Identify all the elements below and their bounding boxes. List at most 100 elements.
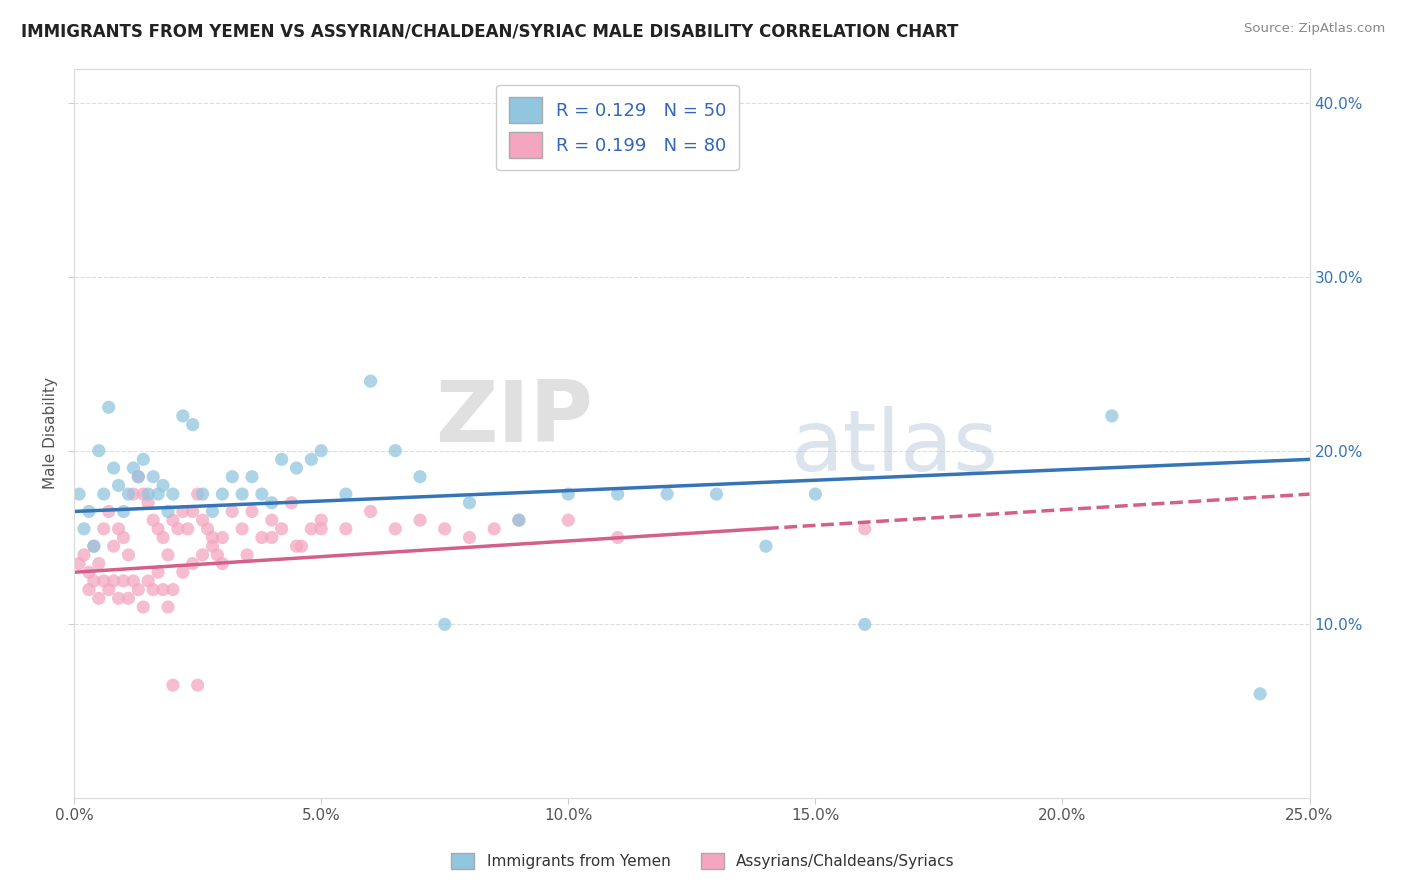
Point [335,487,357,501]
Point [93,522,115,536]
Point [250,531,273,545]
Point [112,574,135,588]
Point [83,539,105,553]
Point [285,539,308,553]
Point [162,513,184,527]
Point [132,452,155,467]
Point [433,522,456,536]
Point [606,487,628,501]
Point [146,522,169,536]
Point [112,504,135,518]
Point [97,582,120,597]
Point [152,478,174,492]
Point [201,504,224,518]
Point [181,557,204,571]
Point [191,487,214,501]
Point [201,539,224,553]
Point [156,548,179,562]
Point [77,582,100,597]
Point [508,513,530,527]
Point [201,531,224,545]
Point [755,539,778,553]
Point [260,496,283,510]
Point [309,522,332,536]
Point [482,522,505,536]
Point [87,557,110,571]
Point [117,487,139,501]
Point [122,487,145,501]
Point [299,522,322,536]
Point [409,469,432,483]
Point [142,513,165,527]
Point [260,513,283,527]
Point [853,617,876,632]
Point [127,469,149,483]
Point [172,409,194,423]
Point [309,513,332,527]
Point [207,548,229,562]
Point [250,487,273,501]
Point [93,574,115,588]
Point [285,461,308,475]
Point [142,469,165,483]
Point [191,548,214,562]
Point [240,469,263,483]
Text: IMMIGRANTS FROM YEMEN VS ASSYRIAN/CHALDEAN/SYRIAC MALE DISABILITY CORRELATION CH: IMMIGRANTS FROM YEMEN VS ASSYRIAN/CHALDE… [21,22,959,40]
Point [73,522,96,536]
Point [290,539,312,553]
Point [97,401,120,415]
Text: atlas: atlas [790,407,998,490]
Point [152,582,174,597]
Point [384,443,406,458]
Legend: R = 0.129   N = 50, R = 0.199   N = 80: R = 0.129 N = 50, R = 0.199 N = 80 [496,85,740,170]
Point [77,566,100,580]
Point [87,443,110,458]
Point [181,504,204,518]
Point [117,548,139,562]
Point [77,504,100,518]
Y-axis label: Male Disability: Male Disability [44,377,58,490]
Point [231,487,253,501]
Point [1249,687,1271,701]
Point [103,539,125,553]
Point [221,504,243,518]
Point [132,599,155,614]
Legend: Immigrants from Yemen, Assyrians/Chaldeans/Syriacs: Immigrants from Yemen, Assyrians/Chaldea… [446,847,960,875]
Point [83,574,105,588]
Point [83,539,105,553]
Point [236,548,259,562]
Point [172,566,194,580]
Point [240,504,263,518]
Point [177,522,200,536]
Point [136,496,159,510]
Point [187,487,209,501]
Point [152,531,174,545]
Point [853,522,876,536]
Point [655,487,678,501]
Point [146,487,169,501]
Point [360,504,382,518]
Point [162,678,184,692]
Point [93,487,115,501]
Point [309,443,332,458]
Point [162,487,184,501]
Text: Source: ZipAtlas.com: Source: ZipAtlas.com [1244,22,1385,36]
Point [67,557,90,571]
Point [211,487,233,501]
Point [557,513,579,527]
Point [458,496,481,510]
Point [260,531,283,545]
Point [197,522,219,536]
Point [280,496,302,510]
Point [132,487,155,501]
Point [112,531,135,545]
Point [221,469,243,483]
Point [211,557,233,571]
Point [127,582,149,597]
Text: ZIP: ZIP [436,377,593,460]
Point [122,574,145,588]
Point [103,461,125,475]
Point [299,452,322,467]
Point [136,487,159,501]
Point [557,487,579,501]
